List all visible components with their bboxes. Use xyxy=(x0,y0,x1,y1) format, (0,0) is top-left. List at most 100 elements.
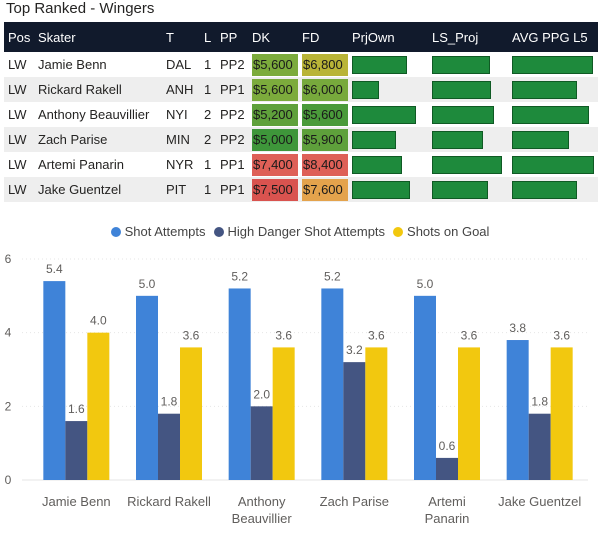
pos-cell: LW xyxy=(8,82,27,97)
header-team[interactable]: T xyxy=(166,29,174,45)
x-category-label: Jake Guentzel xyxy=(498,494,581,509)
x-category-label: Artemi xyxy=(428,494,466,509)
chart-legend: Shot Attempts High Danger Shot Attempts Sh… xyxy=(0,224,600,239)
team-cell: ANH xyxy=(166,82,194,97)
legend-shots-on-goal[interactable]: Shots on Goal xyxy=(393,224,489,239)
page-title: Top Ranked - Wingers xyxy=(6,0,155,17)
bar-shot-attempts xyxy=(228,288,251,480)
y-tick-label: 0 xyxy=(5,473,12,487)
table-row[interactable]: LW Anthony Beauvillier NYI 2 PP2 $5,200 $5,600 xyxy=(4,102,598,127)
shots-bar-chart: 0 2 4 6 5.4 1.6 4.0 Jamie Benn 5.0 1.8 3.6 Rickard … xyxy=(5,252,588,526)
data-label: 2.0 xyxy=(253,387,270,401)
bar-shots-on-goal xyxy=(87,332,110,480)
ls-proj-bar-cell xyxy=(428,152,508,177)
fd-salary-cell: $6,000 xyxy=(298,77,348,102)
bar-high-danger xyxy=(528,413,551,480)
fd-salary: $6,800 xyxy=(302,53,348,76)
ls-proj-bar-cell xyxy=(428,127,508,152)
dk-salary: $7,400 xyxy=(252,153,298,176)
dk-salary-cell: $7,400 xyxy=(248,152,298,177)
header-line[interactable]: L xyxy=(204,29,212,45)
header-dk[interactable]: DK xyxy=(252,29,271,45)
prjown-bar xyxy=(352,105,417,124)
fd-salary-cell: $6,800 xyxy=(298,52,348,77)
legend-label: High Danger Shot Attempts xyxy=(227,224,386,239)
table-row[interactable]: LW Jake Guentzel PIT 1 PP1 $7,500 $7,600 xyxy=(4,177,598,202)
data-label: 5.0 xyxy=(139,277,156,291)
data-label: 3.8 xyxy=(509,321,526,335)
header-ls-proj[interactable]: LS_Proj xyxy=(432,29,479,45)
fd-salary: $7,600 xyxy=(302,178,348,201)
prjown-bar xyxy=(352,180,410,199)
ls-proj-bar xyxy=(432,55,490,74)
table-row[interactable]: LW Zach Parise MIN 2 PP2 $5,000 $5,900 xyxy=(4,127,598,152)
team-cell: NYI xyxy=(166,107,188,122)
prjown-bar-cell xyxy=(348,177,428,202)
team-cell: PIT xyxy=(166,182,187,197)
data-label: 5.2 xyxy=(231,269,248,283)
y-tick-label: 2 xyxy=(5,399,12,413)
legend-high-danger[interactable]: High Danger Shot Attempts xyxy=(213,224,386,239)
data-label: 5.4 xyxy=(46,262,63,276)
line-cell: 2 xyxy=(204,107,212,122)
data-label: 4.0 xyxy=(90,314,107,328)
skater-name: Rickard Rakell xyxy=(38,82,122,97)
skater-name: Jake Guentzel xyxy=(38,182,122,197)
table-header-row: Pos Skater T L PP DK FD PrjOwn LS_Proj AVG PPG L5 xyxy=(4,22,598,52)
prjown-bar-cell xyxy=(348,52,428,77)
pp-cell: PP1 xyxy=(220,157,245,172)
pos-cell: LW xyxy=(8,157,27,172)
x-category-label: Zach Parise xyxy=(320,494,389,509)
pos-cell: LW xyxy=(8,107,27,122)
dk-salary-cell: $7,500 xyxy=(248,177,298,202)
bar-high-danger xyxy=(158,413,180,480)
bar-shots-on-goal xyxy=(180,347,202,480)
bar-shot-attempts xyxy=(43,281,66,480)
legend-label: Shot Attempts xyxy=(124,224,206,239)
avg-ppg-bar xyxy=(512,105,590,124)
data-label: 3.6 xyxy=(275,328,292,342)
avg-ppg-bar-cell xyxy=(508,177,598,202)
pp-cell: PP1 xyxy=(220,182,245,197)
bar-high-danger xyxy=(65,421,88,480)
data-label: 1.8 xyxy=(531,395,548,409)
dk-salary-cell: $5,600 xyxy=(248,52,298,77)
header-fd[interactable]: FD xyxy=(302,29,320,45)
dk-salary-cell: $5,600 xyxy=(248,77,298,102)
table-row[interactable]: LW Jamie Benn DAL 1 PP2 $5,600 $6,800 xyxy=(4,52,598,77)
x-category-label: Jamie Benn xyxy=(42,494,111,509)
header-skater[interactable]: Skater xyxy=(38,29,76,45)
legend-shot-attempts[interactable]: Shot Attempts xyxy=(110,224,206,239)
bar-shots-on-goal xyxy=(272,347,295,480)
pos-cell: LW xyxy=(8,132,27,147)
team-cell: DAL xyxy=(166,57,192,72)
dk-salary-cell: $5,200 xyxy=(248,102,298,127)
header-prjown[interactable]: PrjOwn xyxy=(352,29,395,45)
data-label: 3.2 xyxy=(346,343,363,357)
prjown-bar-cell xyxy=(348,102,428,127)
skater-name: Artemi Panarin xyxy=(38,157,124,172)
prjown-bar-cell xyxy=(348,152,428,177)
fd-salary: $8,400 xyxy=(302,153,348,176)
line-cell: 1 xyxy=(204,182,212,197)
data-label: 3.6 xyxy=(553,328,570,342)
y-tick-label: 6 xyxy=(5,252,12,266)
table-row[interactable]: LW Artemi Panarin NYR 1 PP1 $7,400 $8,400 xyxy=(4,152,598,177)
fd-salary: $6,000 xyxy=(302,78,348,101)
header-pp[interactable]: PP xyxy=(220,29,238,45)
ls-proj-bar-cell xyxy=(428,52,508,77)
x-category-label: Rickard Rakell xyxy=(127,494,211,509)
bar-shot-attempts xyxy=(321,288,344,480)
line-cell: 1 xyxy=(204,157,212,172)
table-row[interactable]: LW Rickard Rakell ANH 1 PP1 $5,600 $6,000 xyxy=(4,77,598,102)
prjown-bar-cell xyxy=(348,77,428,102)
fd-salary-cell: $7,600 xyxy=(298,177,348,202)
prjown-bar-cell xyxy=(348,127,428,152)
header-pos[interactable]: Pos xyxy=(8,29,31,45)
ls-proj-bar xyxy=(432,80,492,99)
fd-salary-cell: $5,600 xyxy=(298,102,348,127)
bar-shots-on-goal xyxy=(458,347,480,480)
y-tick-label: 4 xyxy=(5,326,12,340)
header-avg-ppg[interactable]: AVG PPG L5 xyxy=(512,29,588,45)
avg-ppg-bar-cell xyxy=(508,77,598,102)
